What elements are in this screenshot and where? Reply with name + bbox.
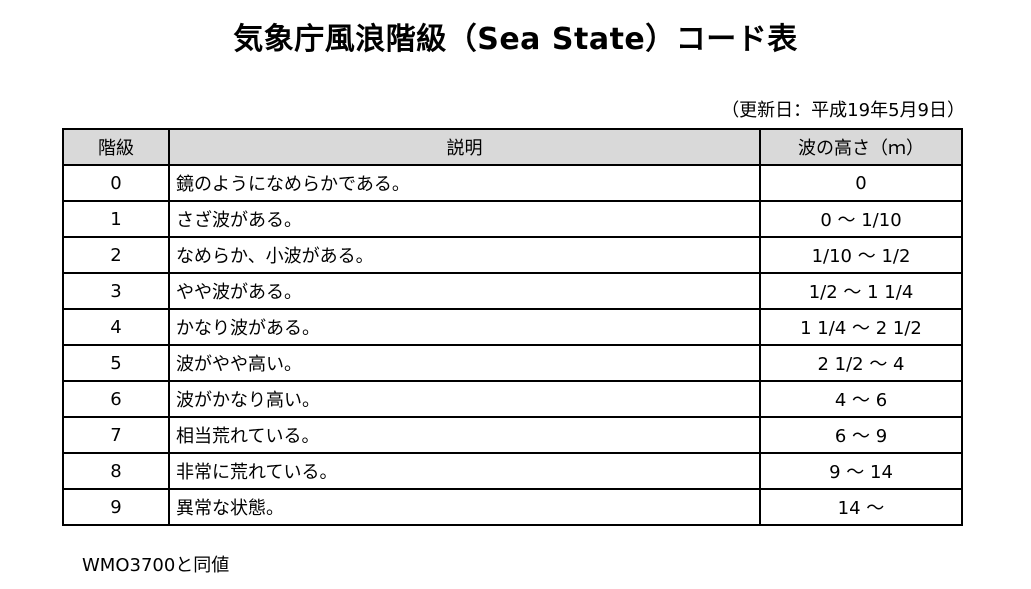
description-cell: やや波がある。 [168, 272, 761, 310]
table-row: 5 波がやや高い。 2 1/2 ～ 4 [62, 344, 963, 382]
wave-height-cell: 1 1/4 ～ 2 1/2 [759, 308, 963, 346]
table-row: 2 なめらか、小波がある。 1/10 ～ 1/2 [62, 236, 963, 274]
wave-height-cell: 6 ～ 9 [759, 416, 963, 454]
header-description: 説明 [168, 128, 761, 166]
footnote: WMO3700と同値 [82, 555, 230, 576]
description-cell: さざ波がある。 [168, 200, 761, 238]
wave-height-cell: 0 [759, 164, 963, 202]
updated-date: （更新日：平成19年5月9日） [721, 100, 965, 121]
table-row: 1 さざ波がある。 0 ～ 1/10 [62, 200, 963, 238]
grade-cell: 3 [62, 272, 170, 310]
wave-height-cell: 4 ～ 6 [759, 380, 963, 418]
description-cell: なめらか、小波がある。 [168, 236, 761, 274]
wave-height-cell: 1/10 ～ 1/2 [759, 236, 963, 274]
table-row: 6 波がかなり高い。 4 ～ 6 [62, 380, 963, 418]
sea-state-table: 階級 説明 波の高さ（ｍ） 0 鏡のようになめらかである。 0 1 さざ波がある。 0 ～… [62, 128, 963, 526]
grade-cell: 2 [62, 236, 170, 274]
description-cell: 波がかなり高い。 [168, 380, 761, 418]
description-cell: かなり波がある。 [168, 308, 761, 346]
table-row: 0 鏡のようになめらかである。 0 [62, 164, 963, 202]
table-row: 7 相当荒れている。 6 ～ 9 [62, 416, 963, 454]
description-cell: 波がやや高い。 [168, 344, 761, 382]
header-wave-height: 波の高さ（ｍ） [759, 128, 963, 166]
grade-cell: 5 [62, 344, 170, 382]
wave-height-cell: 14 ～ [759, 488, 963, 526]
description-cell: 鏡のようになめらかである。 [168, 164, 761, 202]
wave-height-cell: 9 ～ 14 [759, 452, 963, 490]
grade-cell: 4 [62, 308, 170, 346]
header-grade: 階級 [62, 128, 170, 166]
grade-cell: 6 [62, 380, 170, 418]
grade-cell: 9 [62, 488, 170, 526]
wave-height-cell: 1/2 ～ 1 1/4 [759, 272, 963, 310]
description-cell: 非常に荒れている。 [168, 452, 761, 490]
description-cell: 異常な状態。 [168, 488, 761, 526]
grade-cell: 7 [62, 416, 170, 454]
table-row: 4 かなり波がある。 1 1/4 ～ 2 1/2 [62, 308, 963, 346]
grade-cell: 8 [62, 452, 170, 490]
table-row: 3 やや波がある。 1/2 ～ 1 1/4 [62, 272, 963, 310]
page-title: 気象庁風浪階級（Sea State）コード表 [233, 22, 798, 57]
table-row: 8 非常に荒れている。 9 ～ 14 [62, 452, 963, 490]
wave-height-cell: 2 1/2 ～ 4 [759, 344, 963, 382]
wave-height-cell: 0 ～ 1/10 [759, 200, 963, 238]
grade-cell: 0 [62, 164, 170, 202]
grade-cell: 1 [62, 200, 170, 238]
table-row: 9 異常な状態。 14 ～ [62, 488, 963, 526]
description-cell: 相当荒れている。 [168, 416, 761, 454]
table-header-row: 階級 説明 波の高さ（ｍ） [62, 128, 963, 166]
